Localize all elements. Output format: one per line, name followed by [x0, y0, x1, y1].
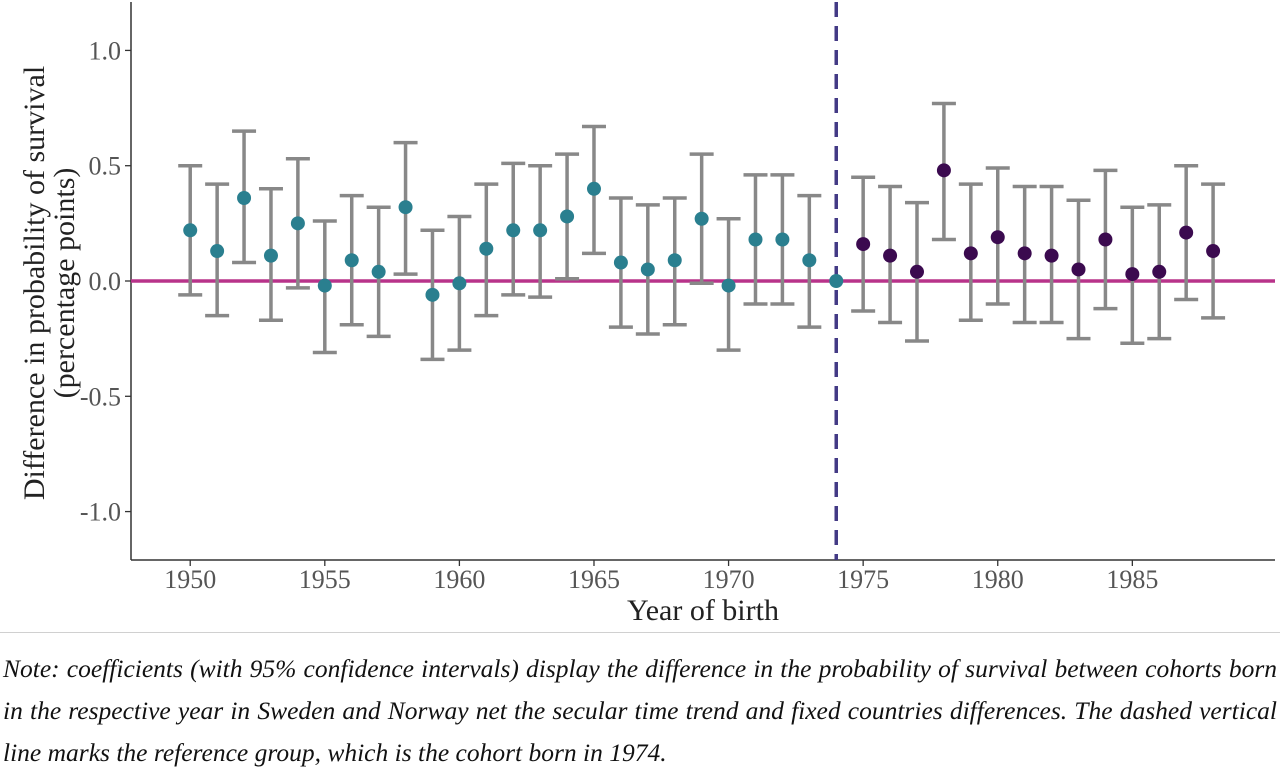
data-point — [909, 264, 924, 279]
data-point — [613, 255, 628, 270]
data-point — [775, 232, 790, 247]
figure-note: Note: coefficients (with 95% confidence … — [3, 654, 1277, 767]
data-point — [721, 278, 736, 293]
x-tick-label: 1980 — [972, 565, 1024, 594]
data-point — [317, 278, 332, 293]
data-point — [586, 181, 601, 196]
x-tick-label: 1975 — [837, 565, 889, 594]
y-tick-label: 0.5 — [89, 152, 122, 181]
data-point — [829, 274, 844, 288]
y-tick-label: -1.0 — [80, 498, 121, 527]
y-tick-label: -0.5 — [80, 382, 121, 411]
data-point — [1044, 248, 1059, 263]
y-tick-label: 1.0 — [89, 36, 122, 65]
data-point — [1125, 267, 1140, 282]
data-point — [290, 216, 305, 231]
data-point — [856, 237, 871, 252]
data-point — [748, 232, 763, 247]
x-axis-ticks: 1950 1955 1960 1965 1970 1975 1980 1985 — [164, 560, 1158, 594]
data-point — [1098, 232, 1113, 247]
data-point — [1179, 225, 1194, 240]
data-point — [371, 264, 386, 279]
data-point — [506, 223, 521, 238]
data-point — [425, 287, 440, 302]
divider — [0, 632, 1280, 633]
data-point — [533, 223, 548, 238]
data-points — [183, 163, 1221, 302]
data-point — [990, 230, 1005, 245]
y-axis-label-line-1: Difference in probability of survival — [18, 66, 51, 500]
data-point — [344, 253, 359, 268]
x-tick-label: 1950 — [164, 565, 216, 594]
data-point — [667, 253, 682, 268]
data-point — [1071, 262, 1086, 277]
data-point — [936, 163, 951, 178]
error-bars — [178, 101, 1226, 362]
data-point — [560, 209, 575, 224]
y-tick-label: 0.0 — [89, 267, 122, 296]
data-point — [1152, 264, 1167, 279]
data-point — [1017, 246, 1032, 261]
y-axis-label-line-2: (percentage points) — [48, 168, 81, 399]
x-tick-label: 1965 — [568, 565, 620, 594]
data-point — [210, 244, 225, 259]
survival-difference-chart: 1950 1955 1960 1965 1970 1975 1980 1985 1.0 0.5 0… — [18, 2, 1275, 627]
data-point — [640, 262, 655, 277]
x-axis-label: Year of birth — [627, 594, 779, 627]
x-tick-label: 1960 — [433, 565, 485, 594]
data-point — [183, 223, 198, 238]
data-point — [963, 246, 978, 261]
data-point — [694, 211, 709, 226]
data-point — [479, 241, 494, 256]
x-tick-label: 1955 — [299, 565, 351, 594]
data-point — [1206, 244, 1221, 259]
data-point — [883, 248, 898, 263]
data-point — [452, 276, 467, 291]
data-point — [398, 200, 413, 215]
x-tick-label: 1970 — [703, 565, 755, 594]
y-axis-ticks: 1.0 0.5 0.0 -0.5 -1.0 — [80, 36, 131, 527]
data-point — [237, 190, 252, 205]
data-point — [263, 248, 278, 263]
data-point — [802, 253, 817, 268]
x-tick-label: 1985 — [1106, 565, 1158, 594]
